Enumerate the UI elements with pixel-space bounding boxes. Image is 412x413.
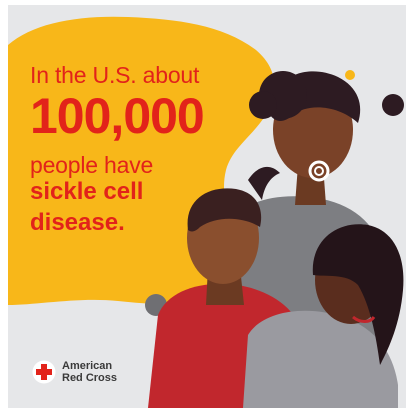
woman-front-figure (243, 224, 404, 408)
logo-line-red-cross: Red Cross (62, 372, 118, 384)
american-red-cross-logo: American Red Cross (32, 360, 117, 384)
headline-sickle-cell: sickle cell (30, 178, 144, 205)
decorative-dot (345, 70, 355, 80)
infographic-card: In the U.S. about 100,000 people have si… (8, 5, 406, 408)
red-cross-icon (32, 360, 56, 384)
decorative-dot (382, 94, 404, 116)
headline-intro: In the U.S. about (30, 62, 200, 88)
logo-line-american: American (62, 360, 113, 372)
headline-disease: disease. (30, 209, 125, 236)
headline-number: 100,000 (30, 88, 205, 144)
people-illustration (145, 70, 404, 408)
headline-people-have: people have (30, 152, 154, 178)
logo-wordmark: American Red Cross (62, 360, 117, 384)
